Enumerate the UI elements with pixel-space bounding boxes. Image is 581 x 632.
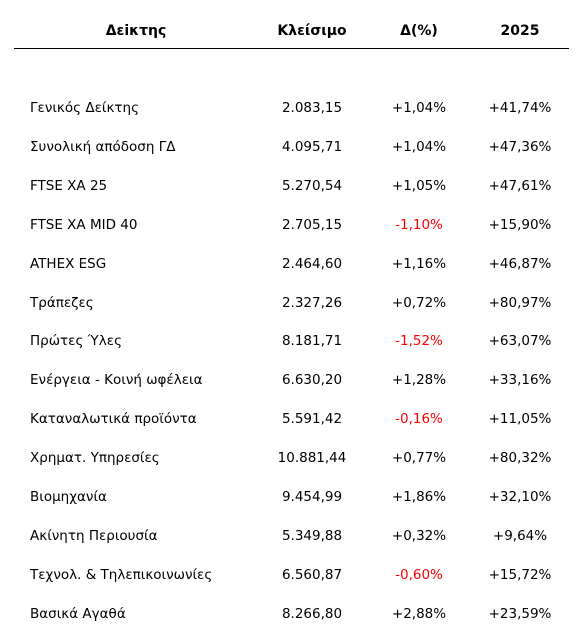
close-value-cell: 5.349,88 xyxy=(281,527,343,544)
change-percent-cell: +1,05% xyxy=(391,177,447,194)
index-name-cell: Ακίνητη Περιουσία xyxy=(30,527,158,544)
close-value-cell: 2.327,26 xyxy=(281,294,343,311)
table-row: ATHEX ESG 2.464,60 +1,16% +46,87% xyxy=(0,251,581,277)
close-value-cell: 8.266,80 xyxy=(281,605,343,622)
close-value-cell: 2.705,15 xyxy=(281,216,343,233)
change-percent-cell: +1,16% xyxy=(391,255,447,272)
close-value-cell: 2.083,15 xyxy=(281,100,343,116)
index-name-cell: Καταναλωτικά προϊόντα xyxy=(30,411,197,428)
header-change: Δ(%) xyxy=(400,23,438,39)
ytd-percent-cell: +41,74% xyxy=(488,100,552,116)
change-percent-cell: +0,77% xyxy=(391,450,447,467)
change-percent-cell: -1,10% xyxy=(395,216,443,233)
change-percent-cell: -0,16% xyxy=(395,411,443,428)
change-percent-cell: +1,04% xyxy=(391,100,447,116)
table-row: Τεχνολ. & Τηλεπικοινωνίες 6.560,87 -0,60% +… xyxy=(0,562,581,588)
index-name-cell: Χρηματ. Υπηρεσίες xyxy=(30,450,160,467)
index-name-cell: Τράπεζες xyxy=(30,294,94,311)
table-row: Βιομηχανία 9.454,99 +1,86% +32,10% xyxy=(0,484,581,510)
close-value-cell: 2.464,60 xyxy=(281,255,343,272)
ytd-percent-cell: +9,64% xyxy=(492,527,548,544)
change-percent-cell: +2,88% xyxy=(391,605,447,622)
ytd-percent-cell: +80,97% xyxy=(488,294,552,311)
ytd-percent-cell: +23,59% xyxy=(488,605,552,622)
close-value-cell: 6.560,87 xyxy=(281,566,343,583)
index-name-cell: Βασικά Αγαθά xyxy=(30,605,126,622)
change-percent-cell: +1,04% xyxy=(391,138,447,155)
header-divider xyxy=(14,48,569,49)
table-row: Ενέργεια - Κοινή ωφέλεια 6.630,20 +1,28% +3… xyxy=(0,367,581,393)
close-value-cell: 8.181,71 xyxy=(281,333,343,350)
table-row: FTSE XA 25 5.270,54 +1,05% +47,61% xyxy=(0,173,581,199)
close-value-cell: 5.270,54 xyxy=(281,177,343,194)
ytd-percent-cell: +15,90% xyxy=(488,216,552,233)
table-row: Χρηματ. Υπηρεσίες 10.881,44 +0,77% +80,32% xyxy=(0,445,581,471)
index-name-cell: Βιομηχανία xyxy=(30,489,107,505)
table-row: Βασικά Αγαθά 8.266,80 +2,88% +23,59% xyxy=(0,601,581,627)
close-value-cell: 6.630,20 xyxy=(281,372,343,389)
table-row: FTSE XA MID 40 2.705,15 -1,10% +15,90% xyxy=(0,212,581,238)
ytd-percent-cell: +11,05% xyxy=(488,411,552,428)
index-name-cell: FTSE XA MID 40 xyxy=(30,216,138,233)
change-percent-cell: +1,28% xyxy=(391,372,447,389)
ytd-percent-cell: +32,10% xyxy=(488,489,552,505)
change-percent-cell: -1,52% xyxy=(395,333,443,350)
ytd-percent-cell: +33,16% xyxy=(488,372,552,389)
table-row: Πρώτες Ύλες 8.181,71 -1,52% +63,07% xyxy=(0,328,581,354)
table-row: Ακίνητη Περιουσία 5.349,88 +0,32% +9,64% xyxy=(0,523,581,549)
ytd-percent-cell: +47,61% xyxy=(488,177,552,194)
index-name-cell: Ενέργεια - Κοινή ωφέλεια xyxy=(30,372,203,389)
ytd-percent-cell: +47,36% xyxy=(488,138,552,155)
table-row: Γενικός Δείκτης 2.083,15 +1,04% +41,74% xyxy=(0,95,581,121)
change-percent-cell: +0,72% xyxy=(391,294,447,311)
header-index: Δεiκτης xyxy=(105,23,167,39)
header-ytd: 2025 xyxy=(500,23,540,39)
index-name-cell: ATHEX ESG xyxy=(30,255,107,272)
header-close: Κλείσιμο xyxy=(277,23,347,39)
ytd-percent-cell: +63,07% xyxy=(488,333,552,350)
close-value-cell: 9.454,99 xyxy=(281,489,343,505)
index-name-cell: Συνολική απόδοση ΓΔ xyxy=(30,138,176,155)
index-name-cell: FTSE XA 25 xyxy=(30,177,108,194)
index-name-cell: Γενικός Δείκτης xyxy=(30,100,140,116)
ytd-percent-cell: +80,32% xyxy=(488,450,552,467)
table-row: Καταναλωτικά προϊόντα 5.591,42 -0,16% +11,0… xyxy=(0,406,581,432)
table-row: Τράπεζες 2.327,26 +0,72% +80,97% xyxy=(0,290,581,316)
table-header: Δεiκτης Κλείσιμο Δ(%) 2025 xyxy=(0,18,581,44)
change-percent-cell: +1,86% xyxy=(391,489,447,505)
table-row: Συνολική απόδοση ΓΔ 4.095,71 +1,04% +47,36% xyxy=(0,134,581,160)
close-value-cell: 10.881,44 xyxy=(277,450,347,467)
index-name-cell: Τεχνολ. & Τηλεπικοινωνίες xyxy=(30,566,213,583)
close-value-cell: 5.591,42 xyxy=(281,411,343,428)
change-percent-cell: +0,32% xyxy=(391,527,447,544)
close-value-cell: 4.095,71 xyxy=(281,138,343,155)
ytd-percent-cell: +15,72% xyxy=(488,566,552,583)
ytd-percent-cell: +46,87% xyxy=(488,255,552,272)
change-percent-cell: -0,60% xyxy=(395,566,443,583)
index-name-cell: Πρώτες Ύλες xyxy=(30,333,123,350)
